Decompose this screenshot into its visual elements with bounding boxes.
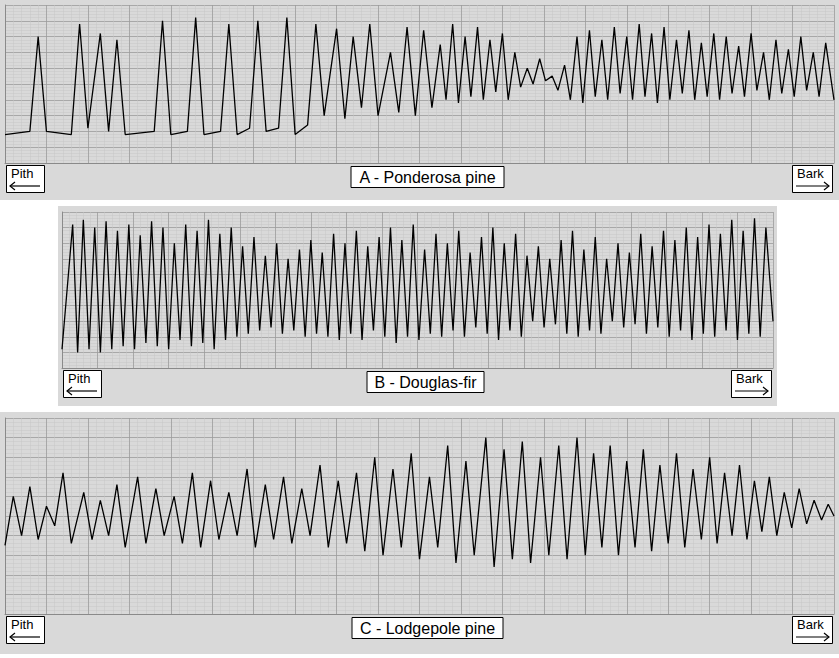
svg-text:Bark: Bark (797, 617, 824, 632)
svg-text:Bark: Bark (797, 166, 824, 181)
svg-text:A - Ponderosa pine: A - Ponderosa pine (359, 169, 495, 186)
svg-text:Pith: Pith (11, 166, 33, 181)
svg-text:Pith: Pith (11, 617, 33, 632)
svg-text:B - Douglas-fir: B - Douglas-fir (374, 374, 477, 391)
svg-text:Bark: Bark (736, 371, 763, 386)
svg-text:C - Lodgepole pine: C - Lodgepole pine (360, 620, 495, 637)
svg-text:Pith: Pith (68, 371, 90, 386)
